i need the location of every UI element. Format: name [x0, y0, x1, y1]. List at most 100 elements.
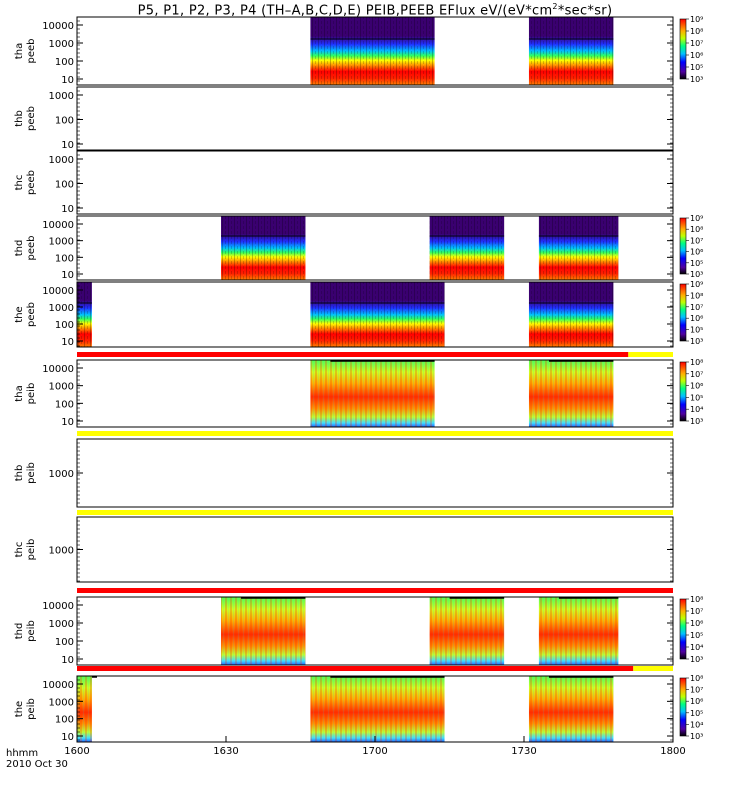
- time-axis-caption: hhmm 2010 Oct 30: [6, 748, 68, 770]
- colorbar-label: 10⁶: [690, 314, 703, 323]
- colorbar-label: 10³: [690, 75, 703, 84]
- xtick-label: 1700: [362, 746, 387, 757]
- ytick-label: 100: [55, 253, 74, 264]
- colorbar-label: 10⁷: [690, 303, 703, 312]
- panel-frame: [76, 516, 674, 583]
- ylabel-product: peeb: [26, 39, 37, 64]
- ytick-label: 1000: [49, 303, 74, 314]
- panel-thd-peib: [76, 596, 689, 666]
- colorbar-label: 10⁸: [690, 225, 703, 234]
- colorbar: [679, 283, 687, 342]
- colorbar-label: 10⁷: [690, 686, 703, 695]
- colorbar-label: 10⁸: [690, 27, 703, 36]
- panel-tha-peib: [76, 359, 689, 428]
- ylabel-product: peib: [26, 698, 37, 720]
- colorbar-label: 10⁴: [690, 405, 703, 414]
- texture-overlay: [77, 282, 92, 347]
- quality-bar-yellow: [77, 510, 673, 515]
- ylabel-probe: tha: [14, 385, 25, 401]
- panel-thc-peeb: [76, 150, 674, 215]
- ytick-label: 10: [61, 732, 74, 743]
- panel-the-peib: [76, 675, 689, 743]
- colorbar-label: 10⁸: [690, 595, 703, 604]
- ylabel-product: peib: [26, 539, 37, 561]
- texture-overlay: [310, 282, 445, 347]
- ytick-label: 10: [61, 655, 74, 666]
- texture-overlay: [528, 360, 614, 427]
- quality-bar-yellow: [633, 666, 673, 671]
- ylabel-probe: thb: [14, 465, 25, 482]
- quality-bar-red: [77, 588, 673, 593]
- date-label: 2010 Oct 30: [6, 759, 68, 770]
- colorbar: [679, 18, 687, 80]
- ytick-label: 100: [55, 399, 74, 410]
- ylabel-probe: the: [14, 701, 25, 717]
- ytick-label: 1000: [49, 91, 74, 102]
- ylabel-product: peeb: [26, 302, 37, 327]
- quality-bar-red: [77, 666, 634, 671]
- ytick-label: 1000: [49, 155, 74, 166]
- ytick-label: 10: [61, 270, 74, 281]
- texture-overlay: [528, 282, 614, 347]
- colorbar-label: 10⁶: [690, 382, 703, 391]
- ytick-label: 100: [55, 116, 74, 127]
- texture-overlay: [528, 676, 614, 742]
- ytick-label: 10: [61, 204, 74, 215]
- colorbar-label: 10⁶: [690, 51, 703, 60]
- ylabel-probe: thb: [14, 110, 25, 127]
- ytick-label: 10: [61, 337, 74, 348]
- texture-overlay: [528, 17, 614, 85]
- ytick-label: 10: [61, 417, 74, 428]
- ytick-label: 10000: [42, 601, 74, 612]
- ytick-label: 100: [55, 637, 74, 648]
- colorbar-label: 10³: [690, 270, 703, 279]
- quality-bar-yellow: [628, 352, 673, 357]
- ylabel-product: peeb: [26, 170, 37, 195]
- panel-tha-peeb: [76, 16, 689, 86]
- colorbar-label: 10⁶: [690, 697, 703, 706]
- colorbar-label: 10⁷: [690, 370, 703, 379]
- texture-overlay: [310, 676, 445, 742]
- panel-thb-peib: [76, 438, 674, 508]
- xtick-label: 1630: [213, 746, 238, 757]
- colorbar-label: 10⁸: [690, 291, 703, 300]
- ylabel-probe: thc: [14, 542, 25, 558]
- colorbar: [679, 217, 687, 275]
- colorbar-label: 10⁵: [690, 63, 703, 72]
- colorbar-label: 10⁸: [690, 358, 703, 367]
- colorbar-label: 10⁵: [690, 631, 703, 640]
- ytick-label: 10: [61, 140, 74, 151]
- texture-overlay: [310, 17, 435, 85]
- colorbar-label: 10³: [690, 417, 703, 426]
- texture-overlay: [77, 676, 92, 742]
- panel-frame: [76, 16, 674, 86]
- colorbar-label: 10³: [690, 732, 703, 741]
- colorbar-label: 10⁵: [690, 709, 703, 718]
- colorbar-label: 10⁸: [690, 674, 703, 683]
- texture-overlay: [310, 360, 435, 427]
- ytick-label: 1000: [49, 469, 74, 480]
- ytick-label: 1000: [49, 237, 74, 248]
- time-axis-unit: hhmm: [6, 748, 39, 759]
- ytick-label: 10000: [42, 220, 74, 231]
- xtick-label: 1800: [660, 746, 685, 757]
- ylabel-product: peeb: [26, 106, 37, 131]
- panel-thd-peeb: [76, 215, 689, 281]
- colorbar: [679, 677, 687, 737]
- ylabel-product: peib: [26, 383, 37, 405]
- colorbar-label: 10⁷: [690, 39, 703, 48]
- ylabel-probe: the: [14, 306, 25, 322]
- xtick-label: 1600: [64, 746, 89, 757]
- ylabel-probe: thd: [14, 240, 25, 257]
- panel-frame: [76, 438, 674, 508]
- ytick-label: 10000: [42, 21, 74, 32]
- ytick-label: 10000: [42, 286, 74, 297]
- texture-overlay: [221, 597, 306, 665]
- colorbar-label: 10³: [690, 655, 703, 664]
- colorbar-label: 10⁶: [690, 248, 703, 257]
- colorbar-label: 10⁵: [690, 259, 703, 268]
- panel-frame: [76, 150, 674, 215]
- texture-overlay: [221, 216, 306, 280]
- ytick-label: 1000: [49, 619, 74, 630]
